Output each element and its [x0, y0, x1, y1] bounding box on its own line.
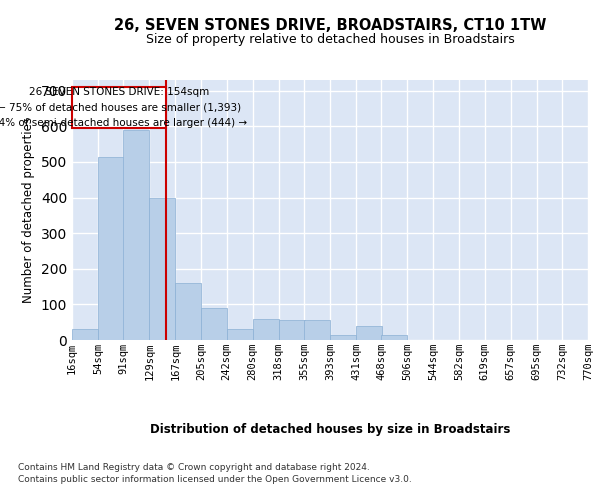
- Bar: [304, 320, 330, 340]
- Bar: [278, 320, 305, 340]
- Bar: [72, 330, 98, 340]
- Bar: [124, 130, 149, 340]
- Bar: [98, 156, 124, 340]
- FancyBboxPatch shape: [72, 87, 166, 128]
- Text: Size of property relative to detached houses in Broadstairs: Size of property relative to detached ho…: [146, 32, 514, 46]
- Bar: [382, 334, 407, 340]
- Bar: [149, 198, 175, 340]
- Text: Contains public sector information licensed under the Open Government Licence v3: Contains public sector information licen…: [18, 475, 412, 484]
- Bar: [227, 330, 253, 340]
- Bar: [356, 326, 382, 340]
- Text: 26 SEVEN STONES DRIVE: 154sqm
← 75% of detached houses are smaller (1,393)
24% o: 26 SEVEN STONES DRIVE: 154sqm ← 75% of d…: [0, 87, 247, 128]
- Text: Contains HM Land Registry data © Crown copyright and database right 2024.: Contains HM Land Registry data © Crown c…: [18, 462, 370, 471]
- Y-axis label: Number of detached properties: Number of detached properties: [22, 117, 35, 303]
- Text: 26, SEVEN STONES DRIVE, BROADSTAIRS, CT10 1TW: 26, SEVEN STONES DRIVE, BROADSTAIRS, CT1…: [114, 18, 546, 32]
- Bar: [253, 320, 278, 340]
- Bar: [202, 308, 227, 340]
- Text: Distribution of detached houses by size in Broadstairs: Distribution of detached houses by size …: [150, 422, 510, 436]
- Bar: [175, 283, 202, 340]
- Bar: [330, 334, 356, 340]
